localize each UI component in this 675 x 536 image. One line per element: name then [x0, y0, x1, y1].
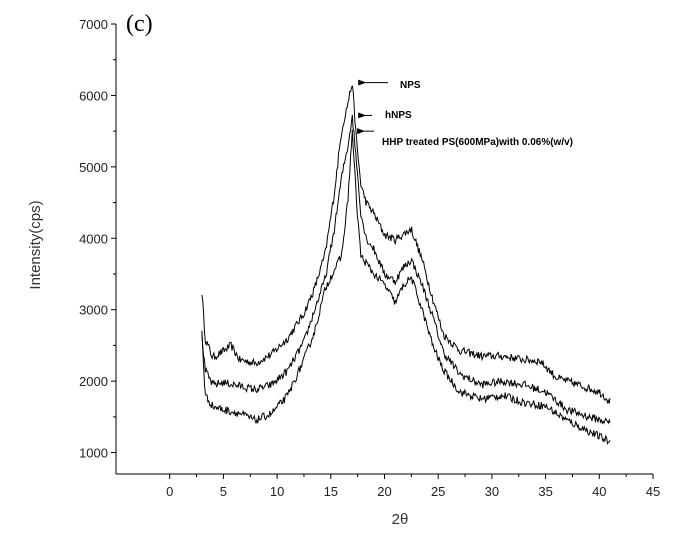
x-tick-label: 45 [646, 484, 660, 499]
x-tick-label: 15 [324, 484, 338, 499]
panel-label: (c) [126, 11, 153, 37]
x-axis-title: 2θ [392, 511, 409, 528]
x-tick-label: 5 [220, 484, 227, 499]
annotation-label: HHP treated PS(600MPa)with 0.06%(w/v) [382, 137, 573, 148]
x-tick-label: 30 [485, 484, 499, 499]
annotation-label: hNPS [385, 110, 412, 121]
y-tick-label: 5000 [79, 160, 108, 175]
x-tick-label: 40 [592, 484, 606, 499]
y-axis-title: Intensity(cps) [27, 200, 44, 289]
y-tick-label: 7000 [79, 17, 108, 32]
series-line-1 [201, 85, 611, 405]
annotation-label: NPS [400, 80, 421, 91]
series-line-2 [201, 114, 611, 425]
y-tick-label: 2000 [79, 374, 108, 389]
x-tick-label: 10 [270, 484, 284, 499]
x-tick-label: 25 [431, 484, 445, 499]
y-tick-label: 3000 [79, 303, 108, 318]
x-tick-label: 0 [166, 484, 173, 499]
y-tick-label: 1000 [79, 446, 108, 461]
x-tick-label: 35 [538, 484, 552, 499]
series-line-3 [201, 129, 611, 445]
y-tick-label: 6000 [79, 88, 108, 103]
x-tick-label: 20 [377, 484, 391, 499]
y-tick-label: 4000 [79, 231, 108, 246]
